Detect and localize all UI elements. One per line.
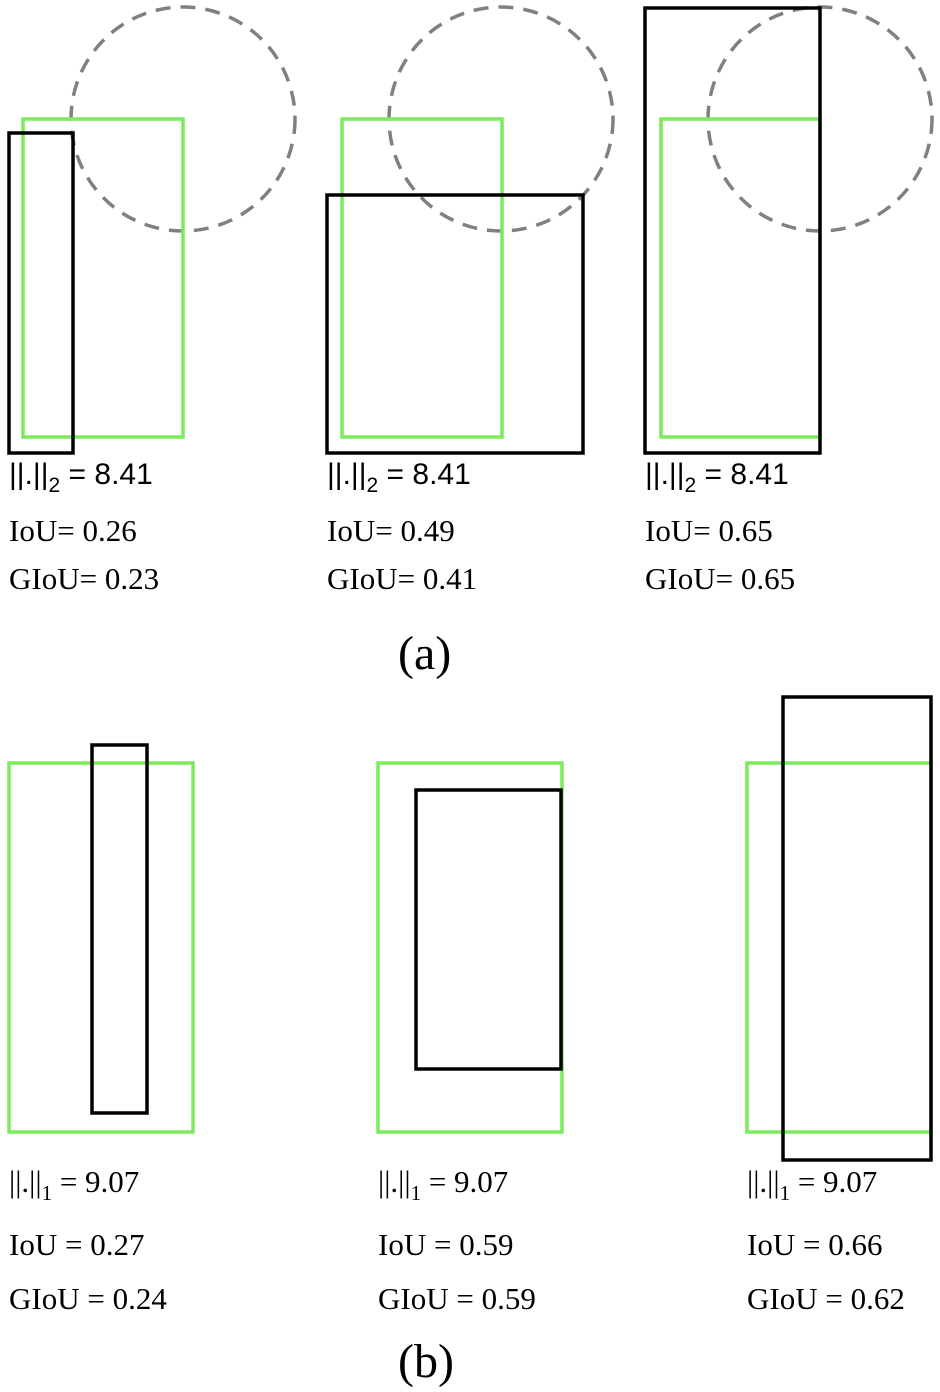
giou-label: GIoU= 0.23 [9,561,160,596]
panel-a-column-3 [643,5,934,455]
giou-label: GIoU = 0.59 [378,1281,536,1316]
norm-label: ||.||1 = 9.07 [747,1164,878,1204]
iou-label: IoU = 0.59 [378,1227,514,1262]
giou-label: GIoU = 0.24 [9,1281,167,1316]
norm-label: ||.||1 = 9.07 [9,1164,140,1204]
iou-label: IoU= 0.26 [9,513,137,548]
ground-truth-box [659,117,822,439]
norm-symbol: ||.|| [378,1164,411,1199]
norm-symbol: ||.|| [9,1164,42,1199]
ground-truth-box [376,761,564,1134]
norm-value: = 9.07 [428,1164,509,1199]
norm-subscript: 1 [410,1181,422,1205]
giou-label: GIoU= 0.65 [645,561,796,596]
panel-b-column-2 [376,761,564,1134]
iou-label: IoU= 0.49 [327,513,455,548]
iou-label: IoU= 0.65 [645,513,773,548]
norm-symbol: ||.|| [9,458,49,491]
ground-truth-box [7,761,195,1134]
predicted-box [325,193,585,455]
norm-symbol: ||.|| [747,1164,780,1199]
norm-subscript: 1 [779,1181,791,1205]
norm-value: = 8.41 [704,458,789,491]
giou-label: GIoU = 0.62 [747,1281,905,1316]
norm-label: ||.||1 = 9.07 [378,1164,509,1204]
norm-subscript: 1 [41,1181,53,1205]
norm-value: = 8.41 [68,458,153,491]
norm-label: ||.||2 = 8.41 [645,458,789,497]
norm-value: = 8.41 [386,458,471,491]
predicted-box [781,695,933,1162]
ground-truth-box [745,761,933,1134]
ground-truth-box [21,117,185,439]
panel-a-column-2 [325,5,615,455]
panel-b-column-1 [7,743,195,1134]
norm-label: ||.||2 = 8.41 [9,458,153,497]
norm-symbol: ||.|| [645,458,685,491]
panel-b-label: (b) [398,1335,454,1388]
giou-label: GIoU= 0.41 [327,561,478,596]
norm-subscript: 2 [684,474,697,497]
norm-label: ||.||2 = 8.41 [327,458,471,497]
predicted-box [643,6,822,455]
norm-symbol: ||.|| [327,458,367,491]
panel-a-label: (a) [398,627,452,680]
panel-b-column-3 [745,695,933,1162]
predicted-box [7,131,75,455]
norm-subscript: 2 [366,474,379,497]
predicted-box [414,788,563,1071]
norm-value: = 9.07 [797,1164,878,1199]
iou-label: IoU = 0.66 [747,1227,883,1262]
ground-truth-box [340,117,504,439]
predicted-box [90,743,149,1115]
norm-value: = 9.07 [59,1164,140,1199]
norm-subscript: 2 [48,474,61,497]
panel-a-column-1 [7,5,297,455]
iou-label: IoU = 0.27 [9,1227,145,1262]
